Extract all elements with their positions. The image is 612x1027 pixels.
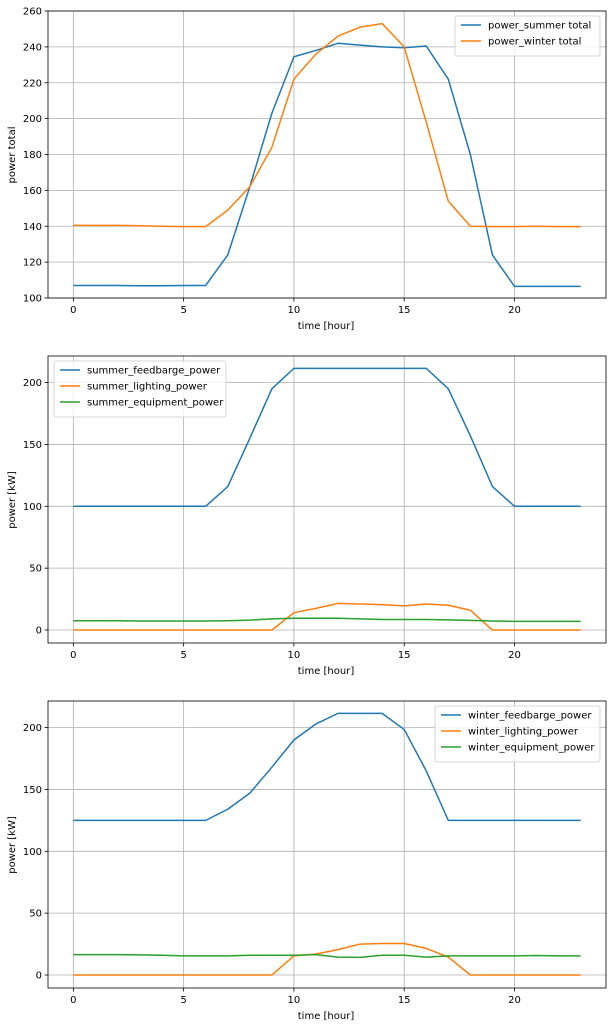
chart-3-xlabel: time [hour] <box>298 1011 355 1022</box>
chart-panel-3: time [hour] power [kW] 0 5 10 15 20050100150… <box>7 700 607 1022</box>
chart-2-legend-label-3: summer_equipment_power <box>87 398 224 409</box>
chart-2-x-tick-label: 20 <box>508 650 521 661</box>
chart-3-series-line-2 <box>73 942 581 976</box>
chart-1-y-tick-label: 180 <box>23 150 42 161</box>
chart-1-x-tick-label: 10 <box>288 305 301 316</box>
chart-2-xlabel: time [hour] <box>298 666 355 677</box>
chart-1-series-line-2 <box>73 22 581 228</box>
chart-panel-1: time [hour] power total 0 5 10 15 20 100 120 14… <box>7 7 607 332</box>
chart-1-y-tick-label: 120 <box>23 258 42 269</box>
chart-3-ylabel: power [kW] <box>7 816 18 874</box>
chart-3-x-tick-label: 20 <box>508 995 521 1006</box>
chart-3-y-tick-label: 100 <box>23 847 42 858</box>
chart-2-x-tick-label: 10 <box>288 650 301 661</box>
chart-3-y-tick-label: 200 <box>23 723 42 734</box>
chart-1-x-tick-label: 5 <box>180 305 186 316</box>
chart-2-y-tick-label: 0 <box>36 626 42 637</box>
chart-1-y-tick-label: 220 <box>23 78 42 89</box>
chart-1-legend: power_summer total power_winter total <box>454 15 601 57</box>
chart-2-legend: summer_feedbarge_power summer_lighting_po… <box>53 360 227 418</box>
chart-3-legend-label-3: winter_equipment_power <box>468 743 595 754</box>
chart-1-xlabel: time [hour] <box>298 321 355 332</box>
chart-2-legend-label-1: summer_feedbarge_power <box>87 366 221 377</box>
chart-2-y-tick-label: 150 <box>23 440 42 451</box>
chart-1-y-tick-label: 100 <box>23 294 42 305</box>
chart-1-y-tick-label: 160 <box>23 186 42 197</box>
chart-3-x-tick-label: 0 <box>70 995 76 1006</box>
chart-3-legend: winter_feedbarge_power winter_lighting_po… <box>434 705 601 763</box>
chart-3-legend-label-1: winter_feedbarge_power <box>468 711 592 722</box>
chart-3-x-tick-label: 10 <box>288 995 301 1006</box>
chart-1-y-tick-label: 260 <box>23 7 42 18</box>
chart-1-y-tick-label: 140 <box>23 222 42 233</box>
chart-3-x-tick-label: 5 <box>180 995 186 1006</box>
chart-3-legend-box <box>434 705 601 763</box>
chart-1-x-tick-label: 15 <box>398 305 411 316</box>
chart-3-axes-frame <box>47 700 607 989</box>
chart-1-legend-box <box>454 15 601 57</box>
chart-1-series-line-1 <box>73 42 581 288</box>
chart-2-legend-label-2: summer_lighting_power <box>87 382 208 393</box>
chart-1-y-tick-label: 240 <box>23 42 42 53</box>
chart-3-y-tick-label: 150 <box>23 785 42 796</box>
chart-2-series-line-3 <box>73 617 581 623</box>
chart-2-series-line-1 <box>73 367 581 508</box>
chart-3-legend-label-2: winter_lighting_power <box>468 727 579 738</box>
chart-2-y-tick-label: 100 <box>23 502 42 513</box>
chart-1-x-tick-label: 0 <box>70 305 76 316</box>
chart-1-legend-label-1: power_summer total <box>488 21 591 32</box>
chart-3-series-line-1 <box>73 712 581 822</box>
chart-2-y-tick-label: 50 <box>29 564 42 575</box>
chart-3-x-tick-label: 15 <box>398 995 411 1006</box>
chart-1-y-tick-label: 200 <box>23 114 42 125</box>
chart-1-x-tick-label: 20 <box>508 305 521 316</box>
chart-2-ylabel: power [kW] <box>7 471 18 529</box>
chart-3-y-tick-label: 50 <box>29 909 42 920</box>
chart-3-y-tick-label: 0 <box>36 971 42 982</box>
chart-2-legend-box <box>53 360 227 418</box>
chart-3-series-line-3 <box>73 953 581 959</box>
chart-2-axes-frame <box>47 355 607 644</box>
chart-1-ylabel: power total <box>7 127 18 184</box>
chart-2-series-line-2 <box>73 602 581 631</box>
chart-2-x-tick-label: 0 <box>70 650 76 661</box>
chart-2-x-tick-label: 15 <box>398 650 411 661</box>
chart-1-legend-label-2: power_winter total <box>488 37 581 48</box>
chart-panel-2: time [hour] power [kW] 0 5 10 15 20050100150… <box>7 355 607 677</box>
chart-2-x-tick-label: 5 <box>180 650 186 661</box>
chart-2-y-tick-label: 200 <box>23 378 42 389</box>
